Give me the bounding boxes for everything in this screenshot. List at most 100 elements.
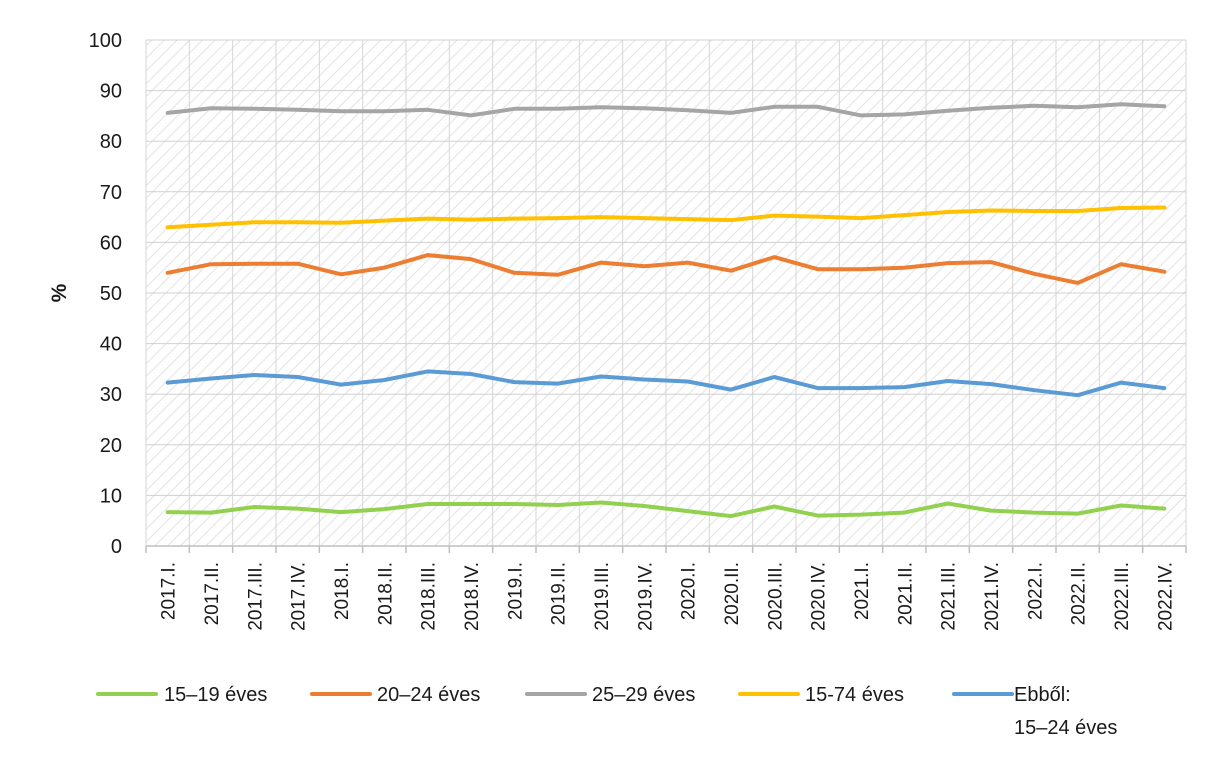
data-point	[1076, 512, 1080, 516]
data-point	[512, 107, 516, 111]
data-point	[1076, 209, 1080, 213]
series-lines	[165, 102, 1167, 519]
data-point	[296, 108, 300, 112]
x-tick-label: 2018.II.	[375, 562, 396, 625]
data-point	[209, 223, 213, 227]
legend-label: 15–19 éves	[164, 684, 267, 706]
data-point	[252, 220, 256, 224]
data-point	[1032, 272, 1036, 276]
data-point	[1162, 206, 1166, 209]
data-point	[339, 383, 343, 387]
data-point	[296, 220, 300, 224]
x-tick-label: 2022.IV.	[1155, 562, 1176, 631]
data-point	[729, 388, 733, 392]
data-point	[166, 225, 170, 229]
data-point	[859, 267, 863, 271]
x-tick-label: 2018.IV.	[462, 562, 483, 631]
data-point	[1032, 511, 1036, 515]
data-point	[556, 273, 560, 277]
legend-label: 15-74 éves	[805, 684, 904, 706]
y-tick-label: 90	[100, 81, 122, 103]
data-point	[209, 262, 213, 266]
data-point	[512, 380, 516, 384]
x-tick-label: 2021.IV.	[982, 562, 1003, 631]
data-point	[902, 385, 906, 389]
data-point	[252, 107, 256, 111]
y-tick-label: 100	[89, 30, 122, 52]
data-point	[989, 260, 993, 264]
data-point	[166, 271, 170, 275]
data-point	[989, 382, 993, 386]
x-tick-label: 2019.IV.	[635, 562, 656, 631]
data-point	[946, 261, 950, 265]
data-point	[642, 264, 646, 268]
data-point	[729, 218, 733, 222]
legend: 15–19 éves 20–24 éves 25–29 éves 15-74 éves…	[96, 684, 1117, 739]
y-tick-label: 60	[100, 232, 122, 254]
data-point	[989, 209, 993, 212]
data-point	[209, 106, 213, 110]
x-tick-label: 2022.I.	[1025, 562, 1046, 620]
data-point	[1076, 281, 1080, 285]
x-tick-label: 2020.III.	[765, 562, 786, 631]
data-point	[166, 381, 170, 385]
data-point	[382, 109, 386, 113]
data-point	[469, 218, 473, 222]
data-point	[1162, 104, 1166, 108]
series-line-3	[165, 102, 1167, 118]
data-point	[599, 105, 603, 109]
data-point	[1076, 393, 1080, 397]
data-point	[642, 106, 646, 110]
legend-item: 15-74 éves	[738, 684, 904, 706]
data-point	[1162, 386, 1166, 390]
data-point	[902, 112, 906, 116]
legend-label: 25–29 éves	[592, 684, 695, 706]
x-tick-label: 2021.II.	[895, 562, 916, 625]
data-point	[859, 113, 863, 117]
data-point	[729, 111, 733, 115]
data-point	[989, 106, 993, 110]
data-point	[1032, 104, 1036, 108]
data-point	[426, 502, 430, 506]
data-point	[772, 105, 776, 109]
x-tick-label: 2022.II.	[1069, 562, 1090, 625]
data-point	[902, 511, 906, 515]
data-point	[426, 253, 430, 257]
data-point	[816, 215, 820, 219]
data-point	[772, 214, 776, 218]
data-point	[469, 502, 473, 506]
y-tick-label: 0	[111, 536, 122, 558]
data-point	[296, 507, 300, 511]
data-point	[686, 217, 690, 221]
data-point	[772, 375, 776, 379]
x-tick-label: 2017.I.	[159, 562, 180, 620]
legend-item: Ebből: 15–24 éves	[952, 684, 1117, 739]
data-point	[729, 269, 733, 273]
legend-item: 20–24 éves	[310, 684, 480, 706]
x-tick-label: 2022.III.	[1112, 562, 1133, 631]
x-tick-label: 2017.IV.	[289, 562, 310, 631]
x-tick-label: 2019.I.	[505, 562, 526, 620]
data-point	[1076, 105, 1080, 109]
data-point	[946, 379, 950, 383]
data-point	[1119, 262, 1123, 266]
data-point	[989, 509, 993, 513]
data-point	[512, 217, 516, 221]
data-point	[469, 113, 473, 117]
data-point	[686, 380, 690, 383]
legend-label: 15–24 éves	[1014, 717, 1117, 739]
data-point	[426, 369, 430, 373]
x-tick-label: 2017.III.	[245, 562, 266, 631]
y-tick-label: 50	[100, 283, 122, 305]
data-point	[946, 502, 950, 505]
data-point	[209, 511, 213, 515]
series-line-5	[165, 369, 1167, 398]
x-tick-label: 2020.II.	[722, 562, 743, 625]
data-point	[1162, 507, 1166, 511]
x-tick-label: 2021.I.	[852, 562, 873, 620]
data-point	[469, 257, 473, 261]
data-point	[382, 378, 386, 382]
axes: 0 10 20 30 40 50 60 70 80 90 100 2017.I. 2017.II. 201…	[89, 30, 1187, 631]
data-point	[859, 513, 863, 517]
